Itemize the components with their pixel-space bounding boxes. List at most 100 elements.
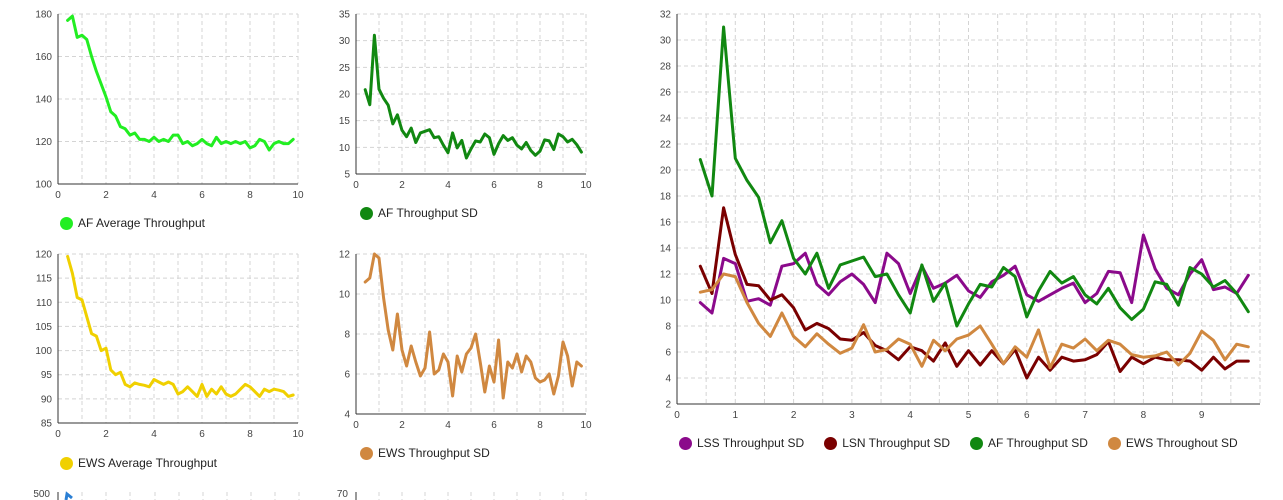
legend-dot-icon [1107,436,1121,450]
x-tick-label: 2 [103,429,109,440]
series-line-af-throughput-sd [698,25,1250,328]
legend-dot-icon [970,436,984,450]
legend-dot-icon [824,436,838,450]
x-tick-label: 6 [491,420,497,431]
x-tick-label: 8 [247,429,253,440]
x-tick-label: 6 [199,429,205,440]
partial-left-top-tick: 500 [33,489,50,500]
x-tick-label: 0 [674,410,680,421]
af-throughput-sd-legend[interactable]: AF Throughput SD [360,206,478,220]
y-tick-label: 2 [665,400,671,411]
series-line-ews-average-throughput [66,254,295,398]
y-tick-label: 32 [660,10,672,21]
x-tick-label: 0 [55,429,61,440]
x-tick-label: 0 [353,180,359,191]
y-tick-label: 15 [339,116,351,127]
y-tick-label: 10 [339,143,351,154]
partial-chart-left: 500 [0,486,320,500]
legend-item-af-average-throughput[interactable]: AF Average Throughput [60,216,205,230]
y-tick-label: 10 [660,296,672,307]
y-tick-label: 18 [660,192,672,203]
legend-item-af-throughput-sd[interactable]: AF Throughput SD [970,436,1088,450]
legend-dot-icon [679,436,692,450]
y-tick-label: 6 [665,348,671,359]
y-tick-label: 85 [41,419,53,430]
y-tick-label: 25 [339,63,351,74]
x-tick-label: 6 [1024,410,1030,421]
legend-dot-icon [360,446,373,460]
legend-label: LSN Throughput SD [842,436,951,450]
legend-item-ews-throughput-sd[interactable]: EWS Throughput SD [360,446,490,460]
x-tick-label: 2 [103,190,109,201]
partial-left-series-line [64,491,73,500]
x-tick-label: 4 [151,429,157,440]
partial-chart-left-plot: 500 [33,489,300,500]
partial-chart-mid-plot: 70 [337,489,587,500]
legend-label: AF Average Throughput [78,216,205,230]
legend-item-lsn-throughput-sd[interactable]: LSN Throughput SD [824,436,950,450]
ews-throughput-sd-chart: 4 6 8 10 12 0 2 4 6 8 10 [330,245,610,445]
combined-throughput-sd-legend[interactable]: LSS Throughput SD LSN Throughput SD AF T… [679,436,1238,450]
x-tick-label: 2 [791,410,797,421]
x-tick-label: 7 [1082,410,1088,421]
combined-throughput-sd-chart: 2 4 6 8 10 12 14 16 18 20 22 24 26 28 30 32 0 1 2 3 4 5 6 7 8 9 [640,0,1283,430]
legend-label: AF Throughput SD [988,436,1088,450]
ews-throughput-sd-legend[interactable]: EWS Throughput SD [360,446,490,460]
y-tick-label: 8 [665,322,671,333]
series-line-ews-throughout-sd [698,272,1250,370]
legend-item-ews-average-throughput[interactable]: EWS Average Throughput [60,456,217,470]
y-tick-label: 26 [660,88,672,99]
x-tick-label: 6 [199,190,205,201]
y-tick-label: 120 [35,137,52,148]
y-tick-label: 140 [35,95,52,106]
legend-item-af-throughput-sd[interactable]: AF Throughput SD [360,206,478,220]
x-tick-label: 6 [491,180,497,191]
x-tick-label: 2 [399,180,405,191]
y-tick-label: 90 [41,394,53,405]
x-tick-label: 5 [966,410,972,421]
legend-dot-icon [60,456,73,470]
legend-dot-icon [60,216,73,230]
y-tick-label: 180 [35,10,52,21]
y-tick-label: 160 [35,52,52,63]
legend-dot-icon [360,206,373,220]
y-tick-label: 30 [660,36,672,47]
legend-label: LSS Throughput SD [697,436,805,450]
y-tick-label: 24 [660,114,672,125]
y-tick-label: 14 [660,244,672,255]
y-tick-label: 100 [35,180,52,191]
af-throughput-sd-chart: 5 10 15 20 25 30 35 0 2 4 6 8 10 [330,0,610,200]
x-tick-label: 0 [353,420,359,431]
series-line-ews-throughput-sd [363,252,583,400]
legend-label: EWS Throughout SD [1125,436,1238,450]
y-tick-label: 10 [339,290,351,301]
y-tick-label: 115 [36,274,52,285]
y-tick-label: 100 [35,346,52,357]
legend-item-lss-throughput-sd[interactable]: LSS Throughput SD [679,436,804,450]
af-average-throughput-chart: 100 120 140 160 180 0 2 4 6 8 10 [0,0,320,202]
y-tick-label: 5 [344,170,350,181]
x-tick-label: 10 [580,420,592,431]
partial-mid-top-tick: 70 [337,489,349,500]
ews-average-throughput-chart: 85 90 95 100 105 110 115 120 0 2 4 6 8 10 [0,245,320,445]
x-tick-label: 8 [1141,410,1147,421]
y-tick-label: 16 [660,218,672,229]
x-tick-label: 10 [292,429,304,440]
series-line-af-throughput-sd [363,33,583,160]
legend-item-ews-throughout-sd[interactable]: EWS Throughout SD [1107,436,1238,450]
y-tick-label: 22 [660,140,672,151]
x-tick-label: 4 [907,410,913,421]
ews-average-throughput-legend[interactable]: EWS Average Throughput [60,456,217,470]
y-tick-label: 8 [344,330,350,341]
x-tick-label: 8 [537,180,543,191]
y-tick-label: 6 [344,370,350,381]
x-tick-label: 4 [445,420,451,431]
y-tick-label: 95 [41,370,53,381]
y-tick-label: 28 [660,62,672,73]
y-tick-label: 4 [344,410,350,421]
x-tick-label: 0 [55,190,61,201]
af-average-throughput-legend[interactable]: AF Average Throughput [60,216,205,230]
af-average-throughput-plot: 100 120 140 160 180 0 2 4 6 8 10 [35,10,304,202]
x-tick-label: 4 [151,190,157,201]
